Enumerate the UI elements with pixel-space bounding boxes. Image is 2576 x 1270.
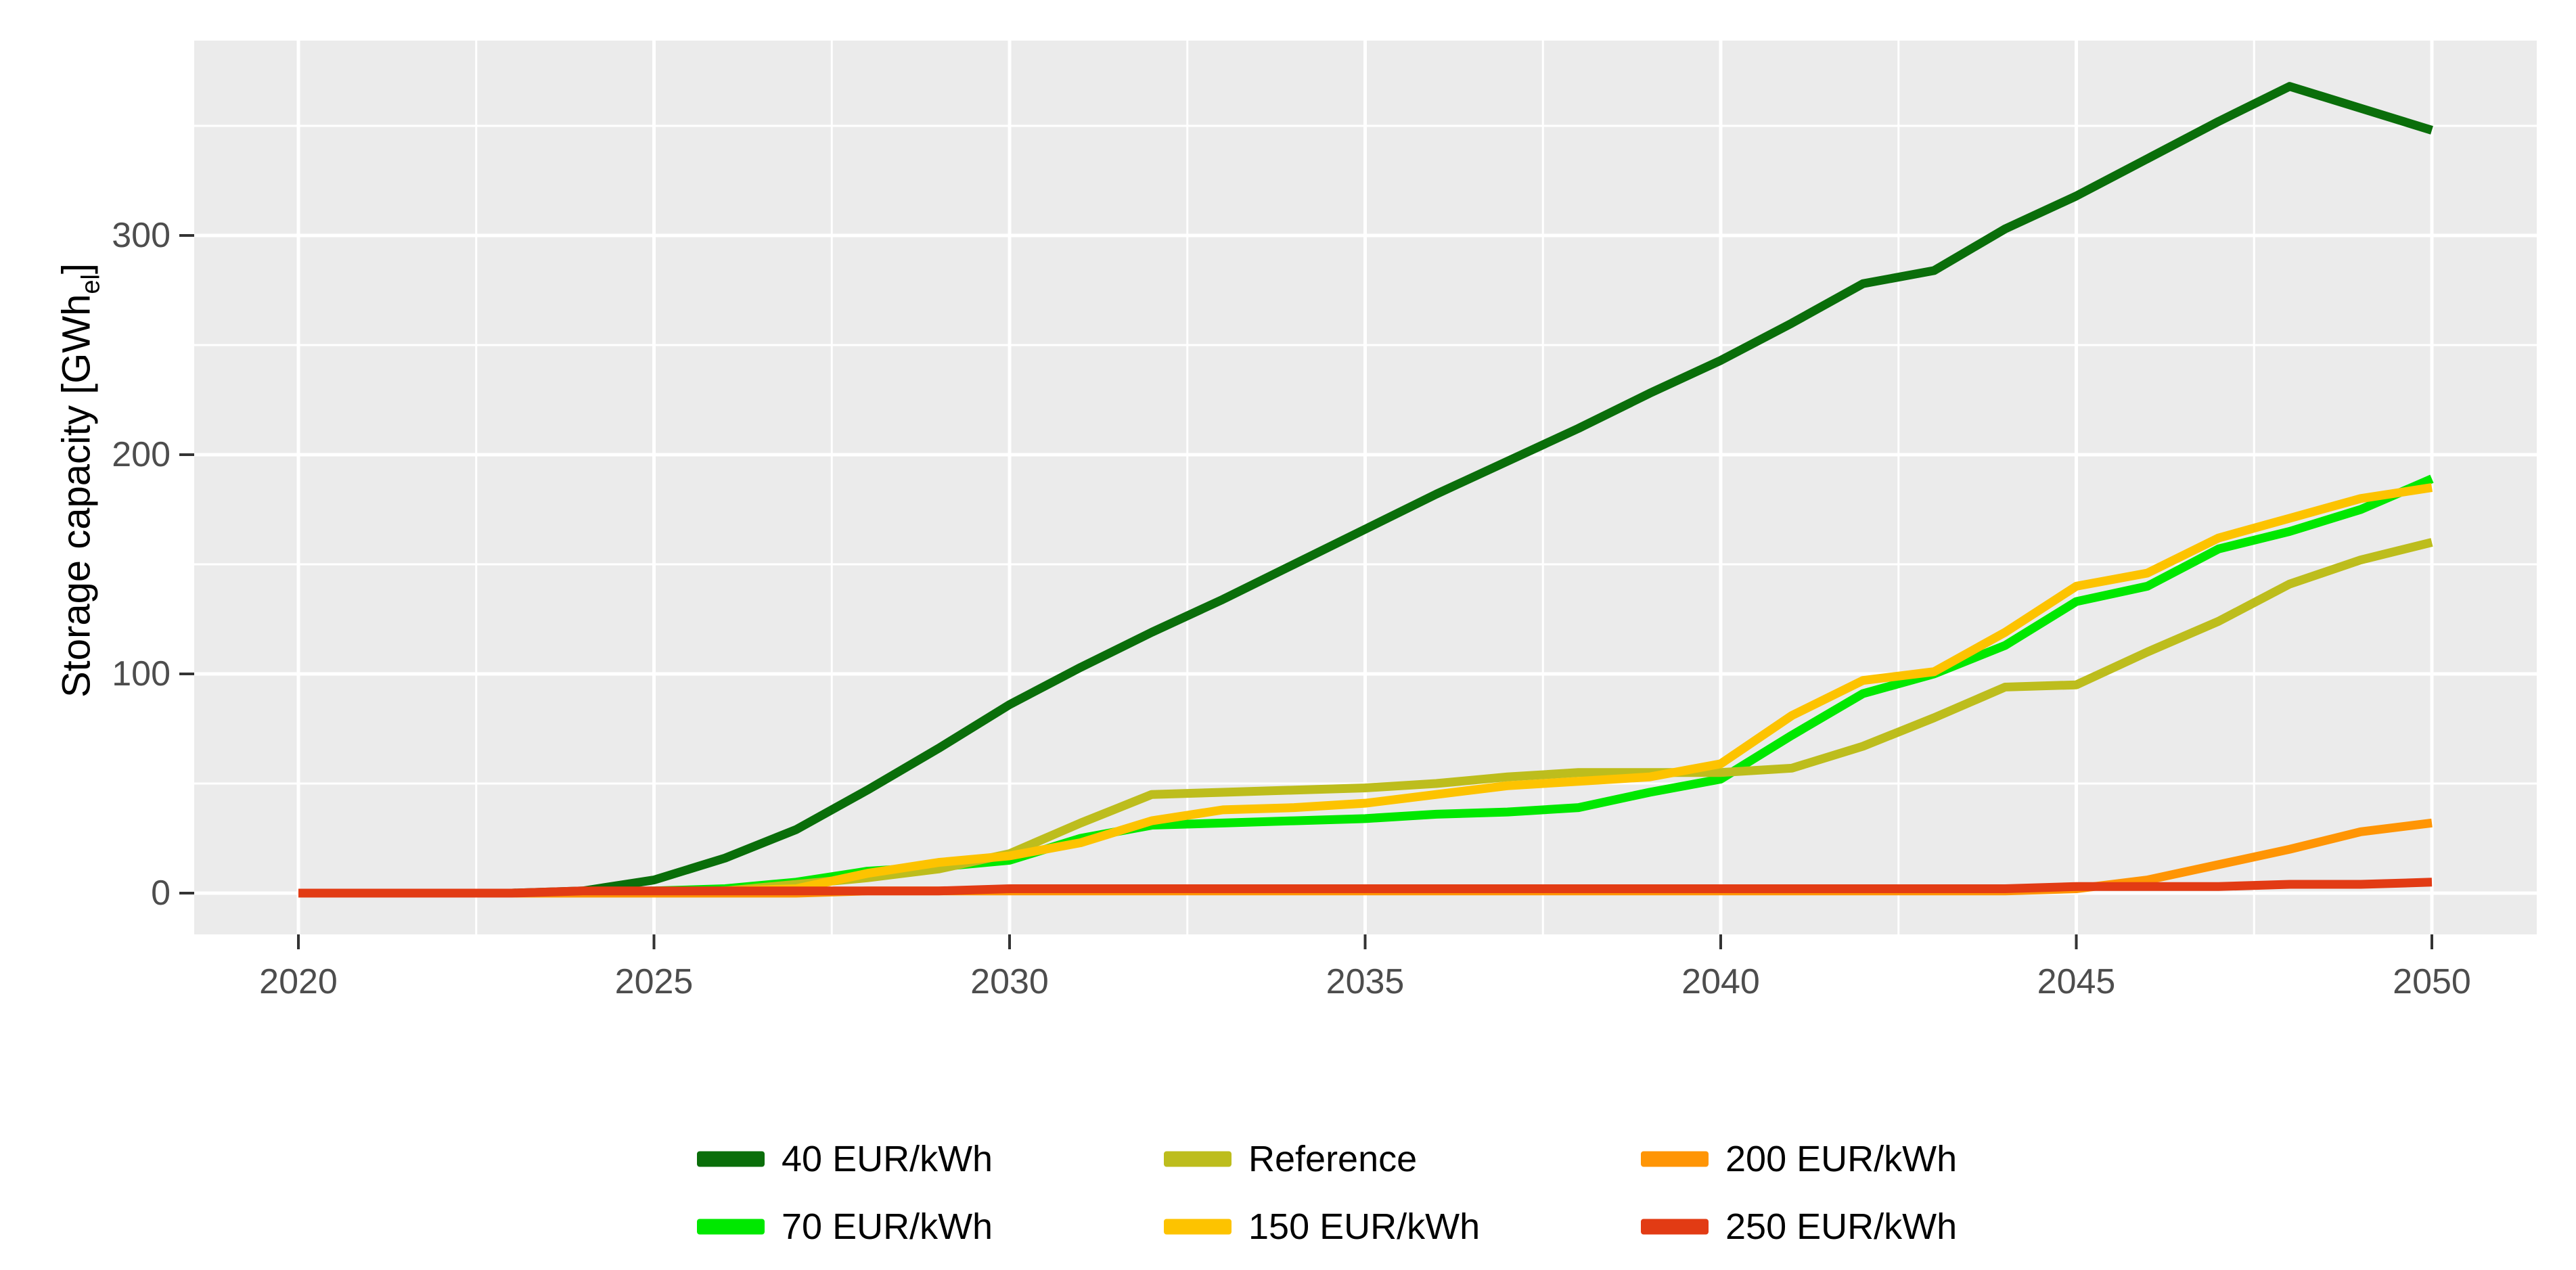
y-axis-title: Storage capacity [GWhel]	[54, 263, 106, 698]
y-axis-title-main: Storage capacity [GWh	[54, 294, 99, 698]
series-line-40-eur-kwh	[298, 82, 2433, 898]
x-tick-label: 2035	[1326, 962, 1405, 1001]
y-tick-label: 200	[112, 435, 171, 474]
legend-label: 70 EUR/kWh	[782, 1206, 993, 1247]
x-tick-label: 2040	[1681, 962, 1760, 1001]
legend-label: 40 EUR/kWh	[782, 1139, 993, 1179]
y-tick-label: 0	[151, 874, 171, 913]
legend-key-swatch	[1641, 1151, 1709, 1167]
legend-key-swatch	[697, 1151, 765, 1167]
legend-label: 200 EUR/kWh	[1725, 1139, 1958, 1179]
legend-key-swatch	[1641, 1219, 1709, 1235]
y-axis-title-subscript: el	[76, 274, 106, 294]
legend-label: 250 EUR/kWh	[1725, 1206, 1958, 1247]
x-tick-label: 2045	[2037, 962, 2116, 1001]
legend-key-swatch	[1164, 1219, 1231, 1235]
x-tick-label: 2020	[259, 962, 338, 1001]
legend-label: 150 EUR/kWh	[1248, 1206, 1481, 1247]
x-tick-label: 2030	[970, 962, 1049, 1001]
series-line-250-eur-kwh	[298, 878, 2433, 898]
x-tick-label: 2025	[614, 962, 694, 1001]
legend-key-swatch	[697, 1219, 765, 1235]
y-tick-label: 100	[112, 654, 171, 694]
x-tick-label: 2050	[2393, 962, 2471, 1001]
legend-label: Reference	[1248, 1139, 1418, 1179]
y-axis-title-close: ]	[54, 263, 99, 275]
y-tick-label: 300	[112, 216, 171, 255]
legend-key-swatch	[1164, 1151, 1231, 1167]
